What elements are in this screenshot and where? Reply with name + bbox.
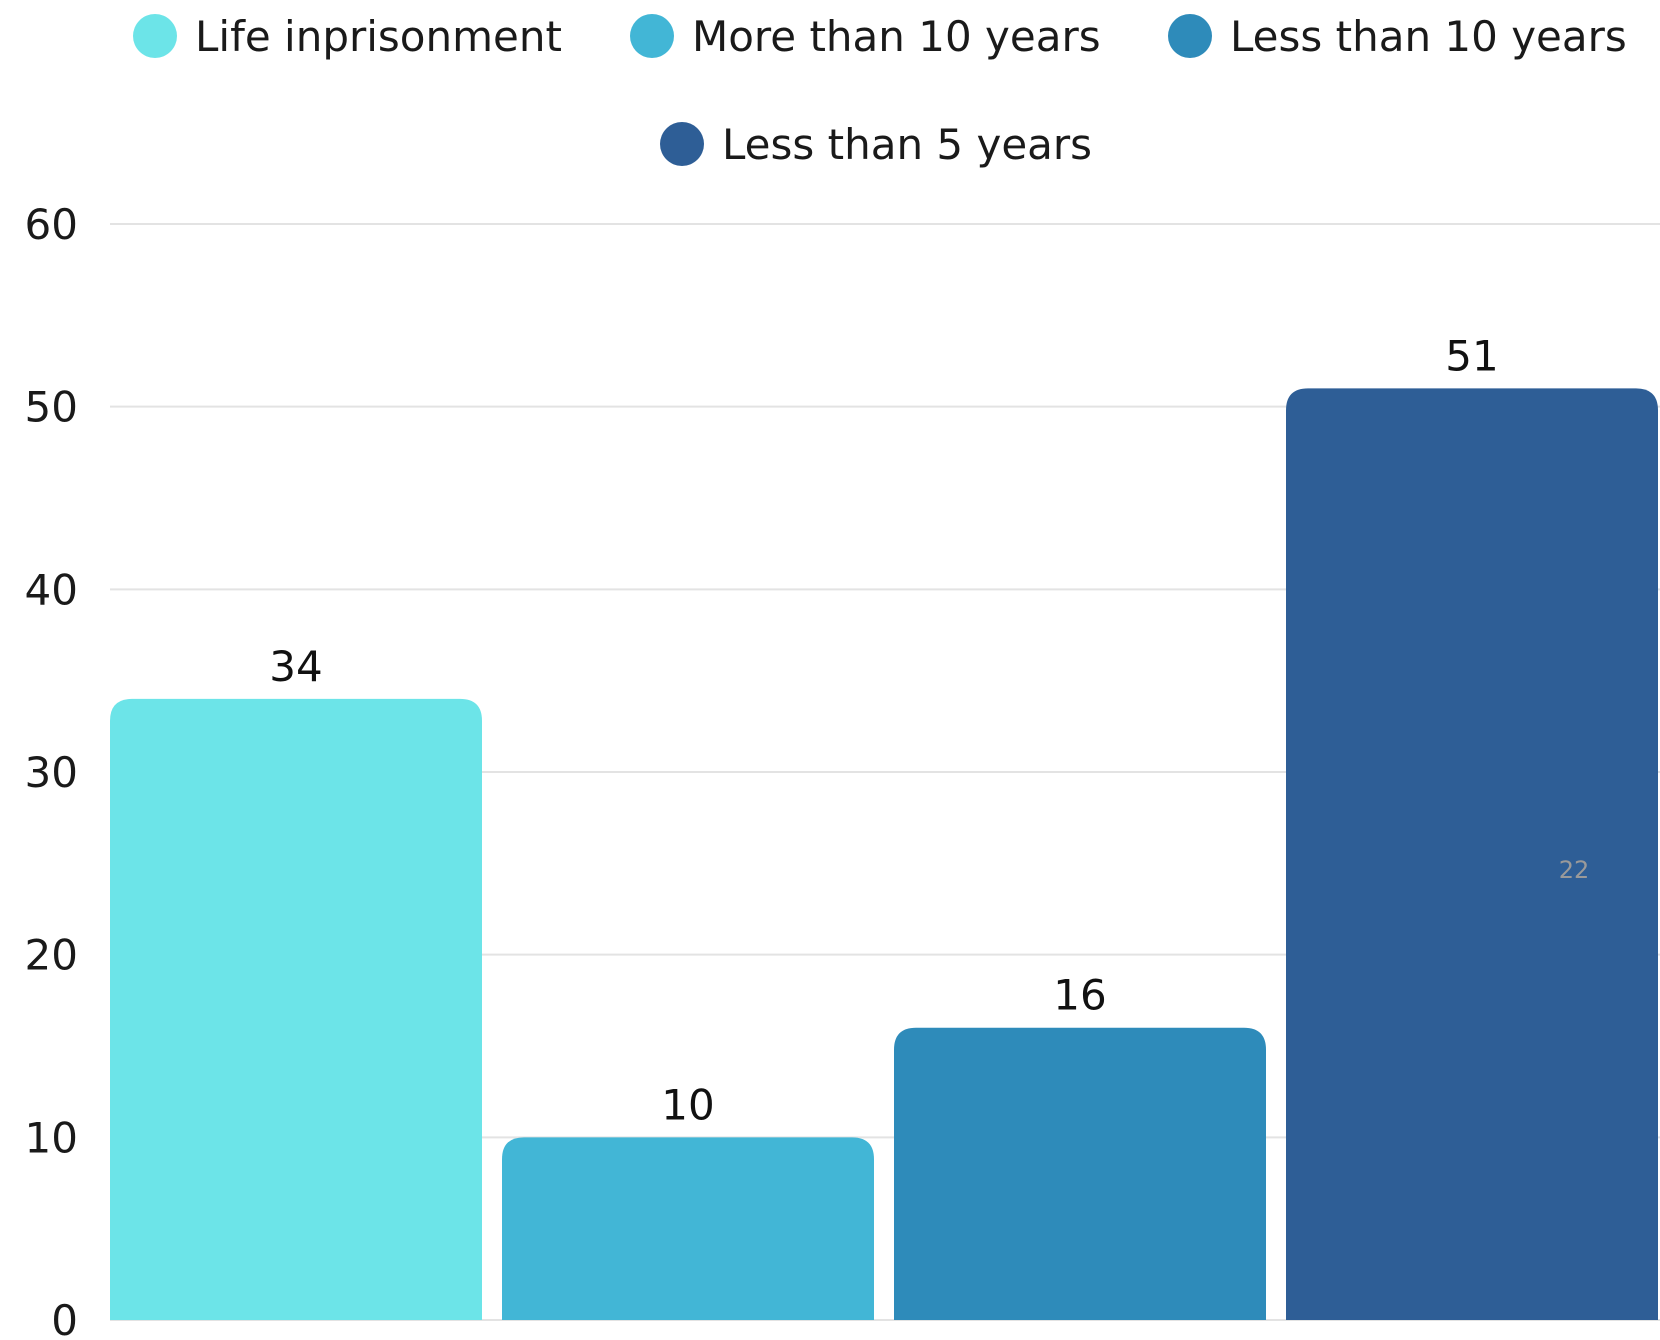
data-label-2: 10 <box>661 1080 714 1129</box>
data-labels: 34 10 16 51 <box>269 331 1498 1129</box>
legend-label-3: Less than 10 years <box>1230 12 1627 61</box>
y-tick-label-50: 50 <box>25 383 78 432</box>
y-tick-label-0: 0 <box>51 1296 78 1340</box>
y-tick-label-60: 60 <box>25 200 78 249</box>
bar-1 <box>110 698 482 1320</box>
data-label-1: 34 <box>269 642 322 691</box>
y-axis: 0 10 20 30 40 50 60 <box>25 200 78 1340</box>
page-number: 22 <box>1559 856 1590 884</box>
y-tick-label-10: 10 <box>25 1113 78 1162</box>
legend: Life inprisonment More than 10 years Less … <box>133 12 1627 169</box>
legend-label-2: More than 10 years <box>692 12 1101 61</box>
bar-4 <box>1286 388 1658 1320</box>
legend-label-1: Life inprisonment <box>195 12 562 61</box>
y-tick-label-40: 40 <box>25 565 78 614</box>
data-label-3: 16 <box>1053 971 1106 1020</box>
legend-marker-4 <box>660 122 704 166</box>
y-tick-label-30: 30 <box>25 748 78 797</box>
y-tick-label-20: 20 <box>25 931 78 980</box>
legend-marker-2 <box>630 14 674 58</box>
legend-label-4: Less than 5 years <box>722 120 1092 169</box>
bars <box>110 388 1658 1320</box>
legend-marker-3 <box>1168 14 1212 58</box>
data-label-4: 51 <box>1445 331 1498 380</box>
bar-3 <box>894 1027 1266 1320</box>
legend-marker-1 <box>133 14 177 58</box>
bar-2 <box>502 1137 874 1320</box>
